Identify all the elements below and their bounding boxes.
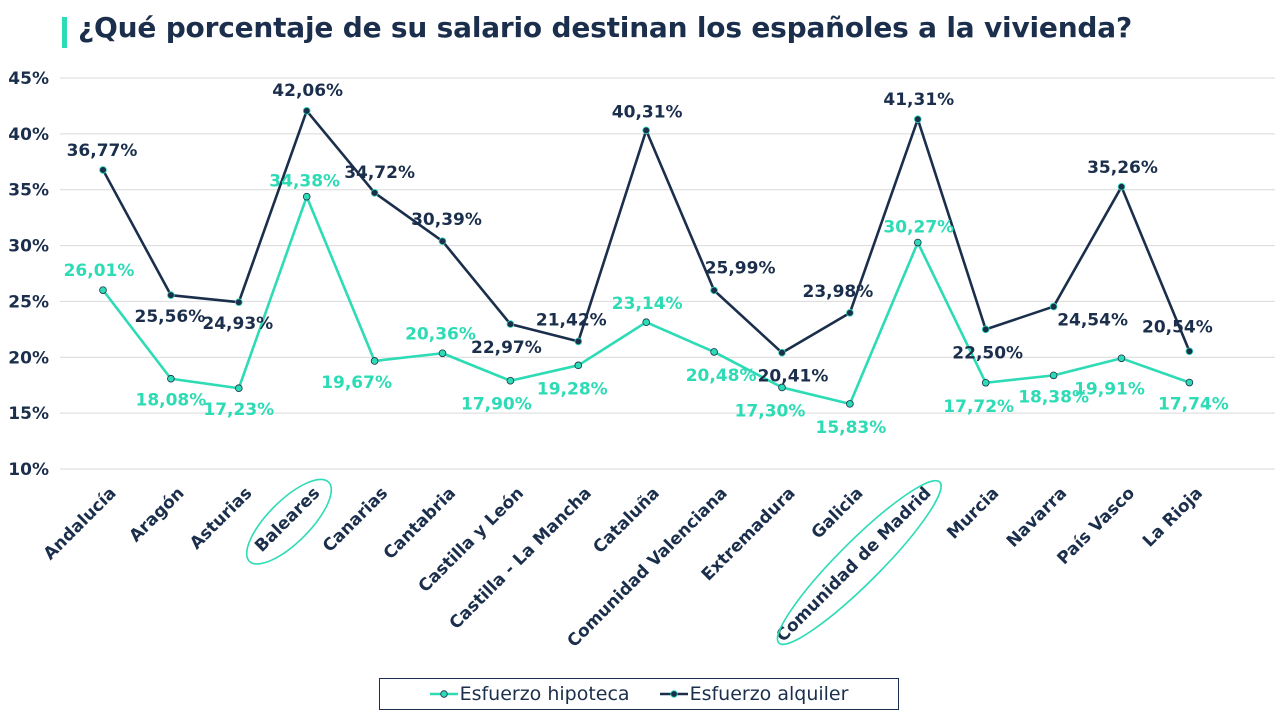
y-tick-label: 10% — [8, 460, 49, 480]
data-point-hipoteca — [1185, 378, 1194, 387]
data-point-hipoteca — [235, 384, 243, 393]
legend-marker-alquiler — [659, 690, 688, 698]
highlight-ellipse — [776, 479, 942, 646]
data-label-alquiler: 30,39% — [411, 210, 482, 230]
data-point-hipoteca — [438, 349, 447, 358]
legend-label-alquiler: Esfuerzo alquiler — [689, 683, 849, 705]
x-tick-label: Asturias — [186, 483, 256, 553]
data-label-hipoteca: 18,38% — [1018, 387, 1089, 407]
data-label-hipoteca: 17,90% — [461, 395, 532, 415]
data-point-alquiler — [846, 309, 854, 317]
data-point-hipoteca — [167, 374, 175, 383]
page-title: ¿Qué porcentaje de su salario destinan l… — [78, 11, 1133, 44]
data-point-alquiler — [981, 325, 990, 334]
data-label-hipoteca: 15,83% — [815, 418, 886, 438]
data-label-alquiler: 21,42% — [536, 310, 607, 330]
data-label-hipoteca: 20,48% — [686, 366, 757, 386]
data-point-hipoteca — [981, 378, 990, 387]
data-label-alquiler: 25,56% — [134, 307, 205, 327]
x-tick-label: Canarias — [319, 483, 392, 556]
data-label-hipoteca: 17,30% — [735, 401, 806, 421]
data-label-alquiler: 42,06% — [272, 81, 343, 101]
data-point-hipoteca — [778, 383, 786, 392]
chart-legend: Esfuerzo hipoteca Esfuerzo alquiler — [379, 678, 899, 710]
data-point-alquiler — [642, 126, 650, 135]
data-point-alquiler — [1117, 183, 1126, 191]
data-label-hipoteca: 17,74% — [1158, 395, 1229, 415]
data-point-hipoteca — [1049, 371, 1058, 380]
data-point-alquiler — [235, 298, 243, 307]
data-label-alquiler: 23,98% — [802, 282, 873, 302]
data-point-alquiler — [302, 107, 311, 115]
data-point-hipoteca — [506, 376, 515, 385]
data-label-hipoteca: 23,14% — [612, 294, 683, 314]
data-label-alquiler: 22,97% — [471, 338, 542, 358]
title-accent-bar — [62, 17, 67, 48]
y-tick-label: 15% — [8, 404, 49, 424]
data-label-hipoteca: 20,36% — [405, 324, 476, 344]
legend-marker-hipoteca — [429, 690, 458, 698]
data-label-hipoteca: 34,38% — [269, 172, 340, 192]
data-label-alquiler: 35,26% — [1087, 158, 1158, 178]
data-label-hipoteca: 26,01% — [64, 261, 135, 281]
x-tick-label: Castilla - La Mancha — [446, 483, 596, 633]
data-point-hipoteca — [913, 238, 922, 247]
data-label-alquiler: 20,41% — [758, 367, 829, 387]
x-tick-label: Navarra — [1003, 483, 1071, 551]
highlight-ellipse — [245, 478, 333, 565]
data-point-hipoteca — [642, 318, 650, 327]
y-tick-label: 20% — [8, 348, 49, 368]
data-point-hipoteca — [1117, 354, 1126, 363]
data-label-hipoteca: 18,08% — [135, 391, 206, 411]
y-tick-label: 25% — [8, 292, 49, 312]
data-point-alquiler — [913, 115, 922, 124]
x-tick-label: Murcia — [943, 483, 1003, 543]
data-point-alquiler — [438, 237, 447, 246]
x-tick-label: La Rioja — [1139, 483, 1207, 551]
data-point-alquiler — [1185, 347, 1194, 356]
data-point-alquiler — [710, 286, 718, 295]
data-label-alquiler: 24,54% — [1057, 311, 1128, 331]
legend-label-hipoteca: Esfuerzo hipoteca — [459, 683, 630, 705]
data-label-alquiler: 36,77% — [67, 141, 138, 161]
data-point-hipoteca — [846, 400, 854, 408]
legend-item-hipoteca: Esfuerzo hipoteca — [429, 683, 630, 705]
data-label-alquiler: 22,50% — [952, 343, 1023, 363]
data-label-alquiler: 20,54% — [1142, 317, 1213, 337]
x-tick-label: Andalucía — [40, 483, 121, 564]
data-label-hipoteca: 17,23% — [203, 400, 274, 420]
data-point-hipoteca — [302, 192, 311, 201]
data-label-hipoteca: 17,72% — [943, 397, 1014, 417]
data-label-alquiler: 25,99% — [705, 258, 776, 278]
x-tick-label: Cataluña — [589, 483, 663, 557]
data-label-hipoteca: 19,67% — [321, 373, 392, 393]
data-point-alquiler — [778, 348, 786, 357]
data-label-hipoteca: 19,91% — [1074, 379, 1145, 399]
data-label-alquiler: 24,93% — [202, 314, 273, 334]
y-tick-label: 30% — [8, 237, 49, 257]
y-tick-label: 40% — [8, 125, 49, 145]
data-label-alquiler: 40,31% — [612, 102, 683, 122]
data-point-alquiler — [574, 337, 583, 346]
data-point-alquiler — [1049, 302, 1058, 311]
y-tick-label: 35% — [8, 181, 49, 201]
data-point-hipoteca — [574, 361, 583, 370]
data-label-hipoteca: 19,28% — [537, 379, 608, 399]
x-tick-label: Aragón — [126, 483, 189, 546]
data-label-alquiler: 34,72% — [344, 163, 415, 183]
data-point-hipoteca — [370, 357, 379, 365]
data-point-alquiler — [370, 189, 379, 197]
data-label-hipoteca: 30,27% — [883, 218, 954, 238]
data-point-alquiler — [99, 166, 107, 174]
data-point-hipoteca — [710, 348, 718, 356]
data-point-alquiler — [506, 320, 515, 328]
y-tick-label: 45% — [8, 69, 49, 89]
legend-item-alquiler: Esfuerzo alquiler — [659, 683, 849, 705]
data-label-alquiler: 41,31% — [883, 90, 954, 110]
data-point-alquiler — [167, 291, 175, 299]
data-point-hipoteca — [99, 286, 107, 294]
